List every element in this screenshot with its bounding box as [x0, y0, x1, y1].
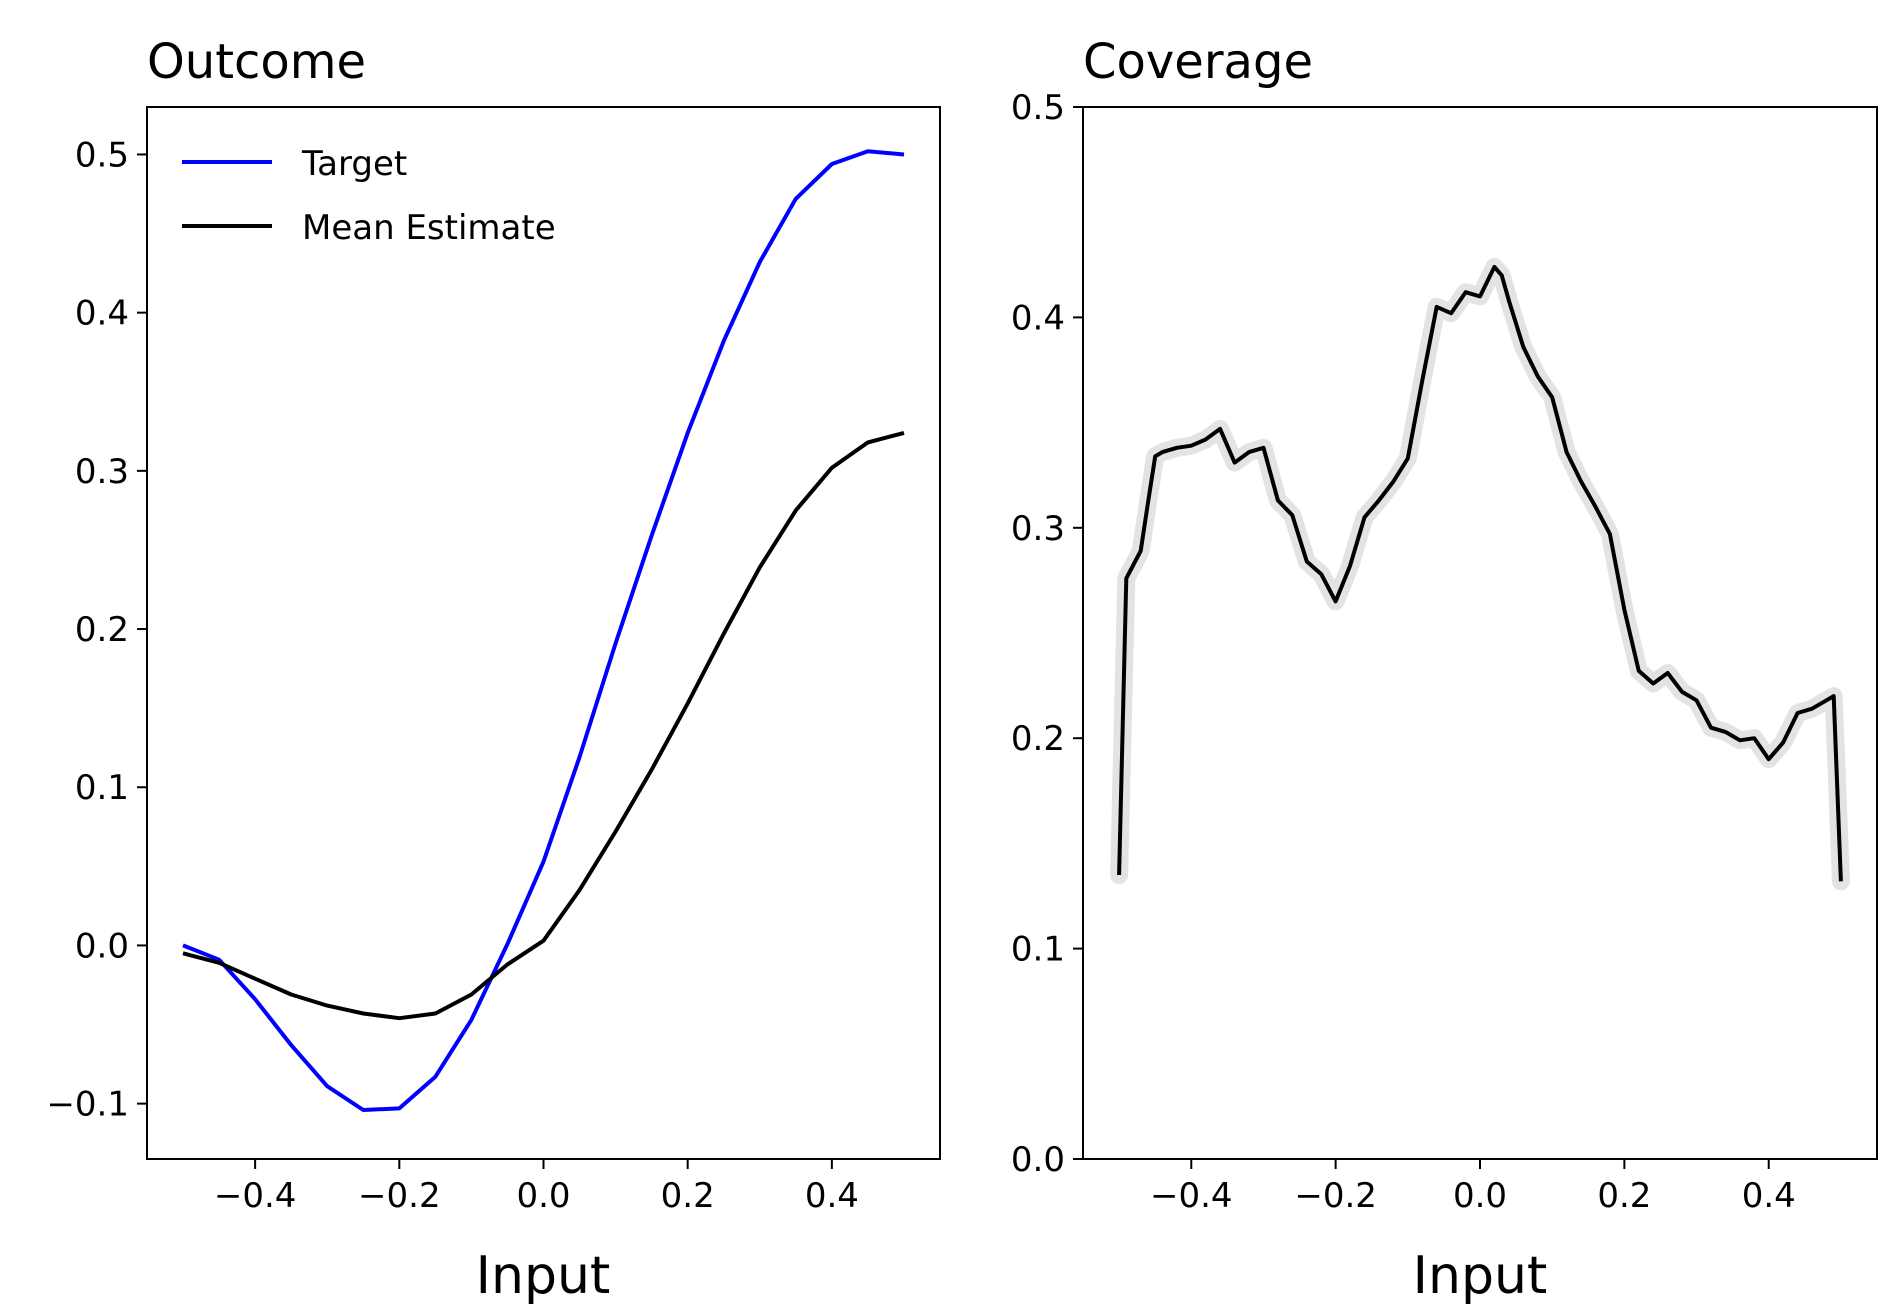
outcome-y-tick-label: 0.3: [75, 452, 129, 492]
outcome-x-tick-label: −0.2: [358, 1176, 441, 1216]
coverage-x-tick-label: 0.2: [1597, 1176, 1651, 1216]
coverage-y-tick-label: 0.1: [1011, 930, 1065, 970]
outcome-x-tick-label: 0.2: [661, 1176, 715, 1216]
outcome-x-axis-label: Input: [476, 1246, 611, 1306]
coverage-x-tick-label: 0.4: [1742, 1176, 1796, 1216]
legend-label-mean-estimate: Mean Estimate: [302, 208, 556, 248]
outcome-series-layer: [182, 149, 905, 1112]
legend-label-target: Target: [301, 144, 407, 184]
coverage-x-axis-label: Input: [1413, 1246, 1548, 1306]
outcome-y-tick-label: −0.1: [46, 1085, 129, 1125]
outcome-y-tick-label: 0.1: [75, 768, 129, 808]
coverage-x-tick-label: 0.0: [1453, 1176, 1507, 1216]
coverage-y-tick-label: 0.2: [1011, 719, 1065, 759]
outcome-title: Outcome: [147, 34, 366, 90]
outcome-y-tick-label: 0.2: [75, 610, 129, 650]
series-line-coverage: [1117, 264, 1843, 882]
outcome-y-tick-label: 0.0: [75, 926, 129, 966]
outcome-x-tick-label: −0.4: [214, 1176, 297, 1216]
coverage-x-tick-label: −0.4: [1150, 1176, 1233, 1216]
coverage-y-tick-label: 0.4: [1011, 298, 1065, 338]
coverage-panel: Coverage −0.4 −0.2 0.0 0.2 0.4 0.0 0.1 0.2 0.3 0.…: [1011, 34, 1878, 1306]
outcome-panel: Outcome −0.4 −0.2 0.0 0.2 0.4 −0.1 0.0 0.1 0.2 0.…: [46, 34, 941, 1306]
outcome-x-tick-label: 0.4: [805, 1176, 859, 1216]
outcome-y-tick-label: 0.5: [75, 135, 129, 175]
outcome-x-tick-label: 0.0: [516, 1176, 570, 1216]
outcome-y-tick-label: 0.4: [75, 294, 129, 334]
coverage-y-tick-label: 0.5: [1011, 88, 1065, 128]
coverage-ticks: −0.4 −0.2 0.0 0.2 0.4 0.0 0.1 0.2 0.3 0.4 0.5: [1011, 88, 1796, 1216]
coverage-x-tick-label: −0.2: [1294, 1176, 1377, 1216]
outcome-ticks: −0.4 −0.2 0.0 0.2 0.4 −0.1 0.0 0.1 0.2 0.3 0.4 0.5: [46, 135, 858, 1216]
coverage-series-layer: [1110, 257, 1850, 891]
coverage-title: Coverage: [1083, 34, 1313, 90]
series-line-mean-estimate: [182, 430, 905, 1021]
coverage-y-tick-label: 0.3: [1011, 509, 1065, 549]
series-line-target: [182, 149, 905, 1112]
coverage-y-tick-label: 0.0: [1011, 1140, 1065, 1180]
outcome-legend: Target Mean Estimate: [182, 144, 556, 248]
